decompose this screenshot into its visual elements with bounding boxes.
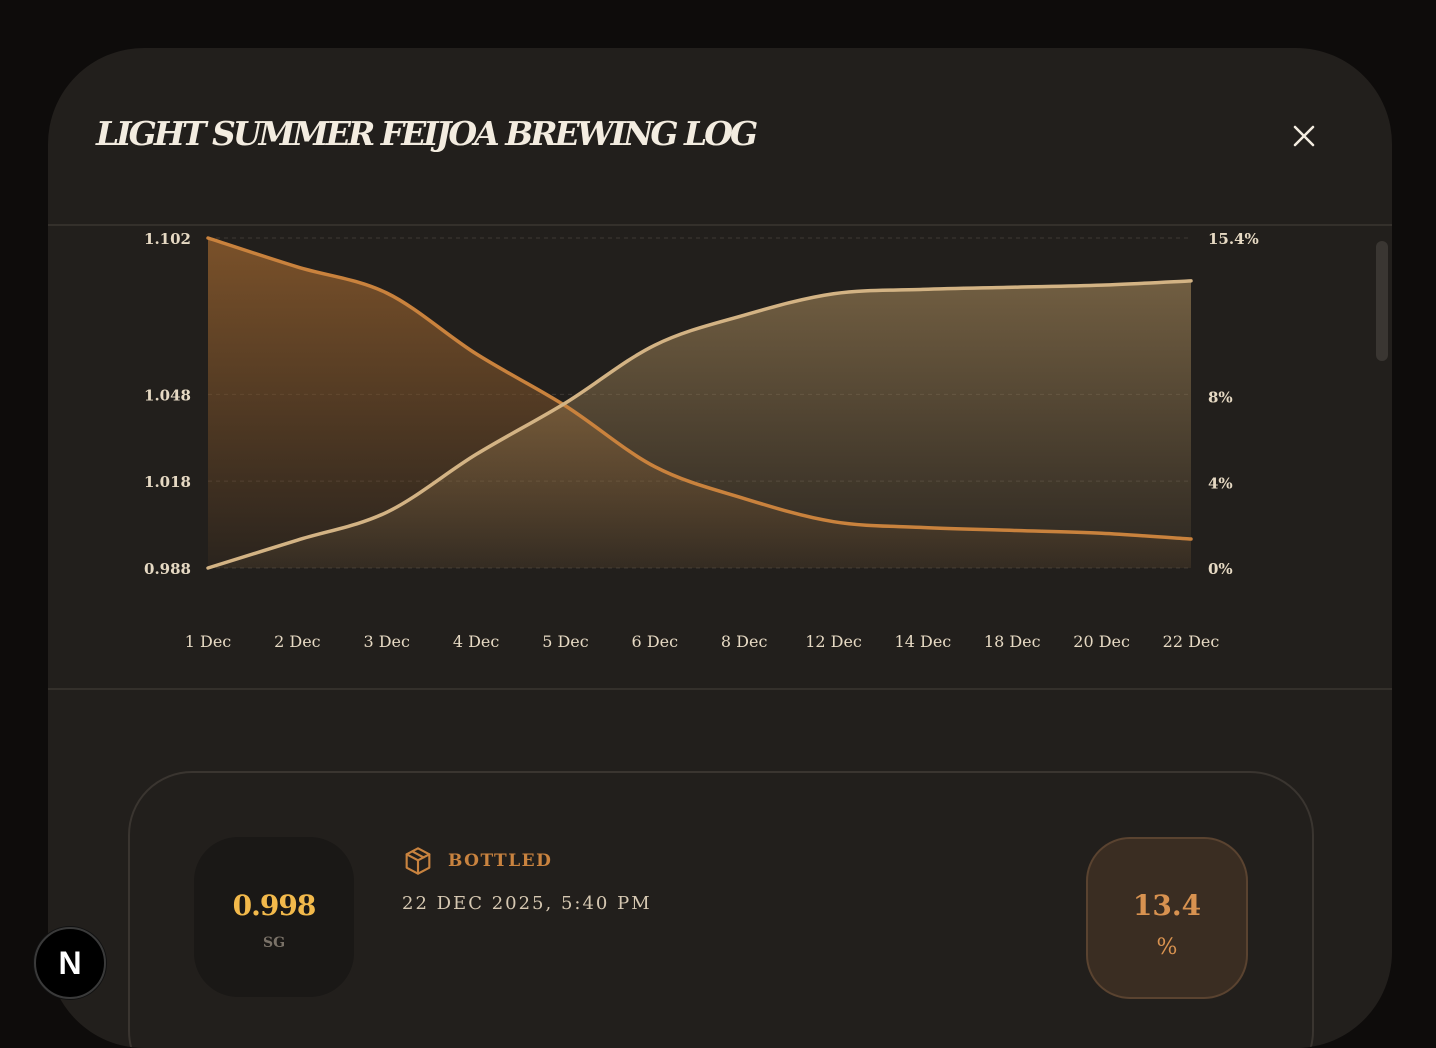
abv-reading: 13.4 %	[1086, 837, 1248, 999]
chart-divider	[48, 688, 1392, 690]
status-row: BOTTLED	[402, 845, 552, 877]
x-tick-label: 8 Dec	[721, 632, 768, 651]
close-button[interactable]	[1284, 116, 1324, 156]
y-left-tick-label: 1.102	[144, 230, 191, 248]
modal-header: LIGHT SUMMER FEIJOA BREWING LOG	[48, 48, 1392, 225]
package-icon	[405, 847, 431, 875]
x-tick-label: 3 Dec	[363, 632, 410, 651]
nextjs-logo-icon: N	[58, 944, 82, 981]
close-icon	[1293, 125, 1315, 147]
entry-date: 22 DEC 2025, 5:40 PM	[402, 893, 652, 914]
header-divider	[48, 224, 1392, 226]
y-right-tick-label: 0%	[1208, 560, 1233, 578]
brewing-log-modal: LIGHT SUMMER FEIJOA BREWING LOG	[48, 48, 1392, 1048]
x-tick-label: 20 Dec	[1073, 632, 1130, 651]
y-right-tick-label: 4%	[1208, 474, 1233, 492]
series-line-0	[206, 236, 1193, 541]
status-label: BOTTLED	[448, 851, 553, 871]
gravity-abv-chart: 0.988 1.018 1.048 1.102 0% 4% 8% 15.4% 1 Dec 2 De…	[48, 226, 1392, 688]
y-left-tick-label: 0.988	[144, 560, 191, 578]
y-right-tick-label: 15.4%	[1208, 230, 1259, 248]
scrollbar-thumb[interactable]	[1376, 241, 1388, 361]
x-tick-label: 1 Dec	[185, 632, 232, 651]
log-entry-card[interactable]: 0.998 SG BOTTLED 22 DEC 2025, 5:40 PM 13…	[128, 771, 1314, 1048]
chart-svg: 0.988 1.018 1.048 1.102 0% 4% 8% 15.4% 1 Dec 2 De…	[144, 230, 1259, 651]
modal-title: LIGHT SUMMER FEIJOA BREWING LOG	[96, 114, 758, 153]
sg-unit: SG	[262, 935, 286, 951]
x-tick-label: 6 Dec	[632, 632, 679, 651]
abv-unit: %	[1156, 935, 1178, 960]
sg-value: 0.998	[232, 889, 317, 922]
sg-reading: 0.998 SG	[194, 837, 354, 997]
y-right-tick-label: 8%	[1208, 389, 1233, 407]
nextjs-dev-badge[interactable]: N	[34, 927, 106, 999]
x-tick-label: 2 Dec	[274, 632, 321, 651]
x-tick-label: 22 Dec	[1163, 632, 1220, 651]
x-tick-label: 5 Dec	[542, 632, 589, 651]
x-tick-label: 18 Dec	[984, 632, 1041, 651]
x-tick-label: 4 Dec	[453, 632, 500, 651]
x-tick-label: 14 Dec	[895, 632, 952, 651]
series-line-1	[206, 279, 1193, 570]
y-left-tick-label: 1.048	[144, 386, 191, 404]
series-area-1	[208, 280, 1191, 568]
y-left-tick-label: 1.018	[144, 473, 191, 491]
x-tick-label: 12 Dec	[805, 632, 862, 651]
abv-value: 13.4	[1132, 889, 1202, 922]
